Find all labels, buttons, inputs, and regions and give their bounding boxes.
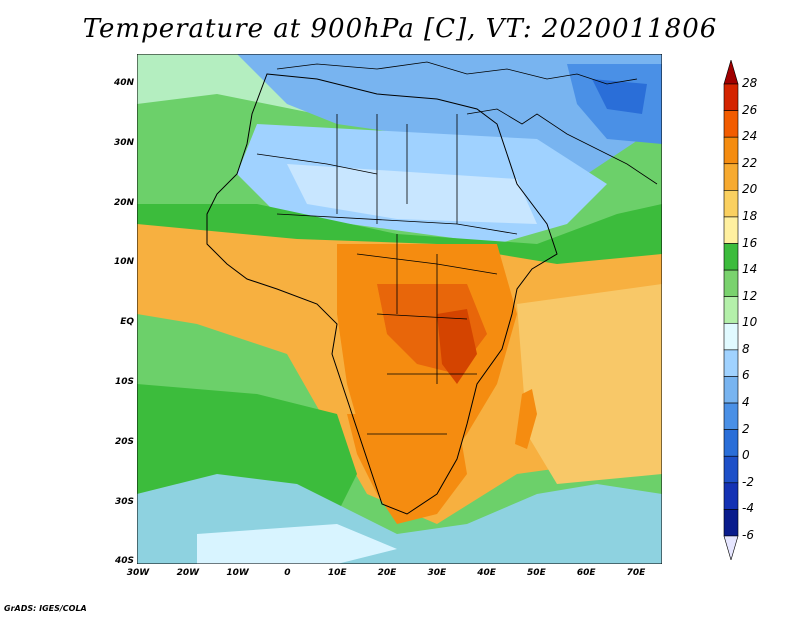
cold-core-deep <box>592 79 647 114</box>
colorbar-segment <box>723 509 739 537</box>
lat-label-30s: 30S <box>114 496 134 507</box>
lon-label-20w: 20W <box>176 568 200 578</box>
sahara-light <box>287 164 537 224</box>
lon-label-0: 0 <box>284 568 291 578</box>
lakes-hot-core <box>437 309 477 384</box>
colorbar-segment <box>723 322 739 351</box>
colorbar-segment <box>723 349 739 377</box>
colorbar-label: 0 <box>742 448 750 463</box>
colorbar-label: 20 <box>742 182 758 197</box>
southern-africa-field <box>347 414 467 524</box>
green-belt <box>137 204 662 274</box>
colorbar-segment <box>723 455 739 484</box>
north-coastlines <box>276 61 658 185</box>
colorbar-label: 22 <box>742 155 758 170</box>
lat-label-20n: 20N <box>113 197 134 208</box>
lat-label-30n: 30N <box>113 137 134 148</box>
lat-label-20s: 20S <box>114 436 134 447</box>
colorbar-label: -6 <box>742 528 754 542</box>
colorbar-segment <box>723 110 739 138</box>
lon-label-10e: 10E <box>327 568 347 578</box>
credit-text: GrADS: IGES/COLA <box>4 604 87 613</box>
temperature-map <box>137 54 662 564</box>
colorbar-segment <box>723 243 739 271</box>
colorbar-top-arrow <box>723 60 739 85</box>
colorbar-segment <box>723 136 739 165</box>
colorbar-segment <box>723 216 739 244</box>
colorbar-segment <box>723 163 739 191</box>
colorbar <box>723 60 739 560</box>
colorbar-segment <box>723 83 739 111</box>
mediterranean-field <box>237 54 662 174</box>
colorbar-label: -4 <box>742 501 754 516</box>
country-borders <box>256 114 518 435</box>
colorbar-label: -2 <box>742 474 754 489</box>
colorbar-segment <box>723 190 739 218</box>
colorbar-label: 4 <box>742 395 750 410</box>
colorbar-label: 26 <box>742 102 758 117</box>
colorbar-label: 28 <box>742 76 758 90</box>
colorbar-label: 10 <box>742 315 758 330</box>
colorbar-label: 6 <box>742 368 750 383</box>
lon-label-10w: 10W <box>226 568 249 578</box>
colorbar-segment <box>723 296 739 324</box>
lon-label-30w: 30W <box>126 568 150 578</box>
lon-label-40e: 40E <box>477 568 496 578</box>
colorbar-segment <box>723 482 739 510</box>
lat-label-10s: 10S <box>114 377 134 387</box>
lon-label-70e: 70E <box>626 568 646 578</box>
lat-label-40n: 40N <box>113 78 134 88</box>
lon-label-20e: 20E <box>377 568 397 578</box>
colorbar-bottom-arrow <box>723 535 739 560</box>
colorbar-label: 2 <box>742 421 750 436</box>
map-title: Temperature at 900hPa [C], VT: 202001180… <box>82 14 718 44</box>
lat-label-eq: EQ <box>120 317 134 328</box>
colorbar-segment <box>723 269 739 298</box>
colorbar-label: 14 <box>742 262 758 277</box>
colorbar-segment <box>723 376 739 404</box>
lon-label-50e: 50E <box>527 568 546 578</box>
madagascar <box>515 389 537 449</box>
lat-label-40s: 40S <box>114 556 134 567</box>
lat-label-10n: 10N <box>113 257 134 268</box>
southern-ocean-pale <box>197 524 397 564</box>
lon-label-60e: 60E <box>576 568 596 578</box>
colorbar-label: 16 <box>742 235 758 250</box>
colorbar-label: 24 <box>742 129 758 144</box>
africa-coastline <box>206 73 558 515</box>
colorbar-label: 8 <box>742 341 750 356</box>
indian-ocean-field <box>517 284 662 484</box>
lon-label-30e: 30E <box>427 568 447 578</box>
colorbar-segment <box>723 429 739 457</box>
colorbar-label: 18 <box>742 208 758 223</box>
colorbar-label: 12 <box>742 288 758 303</box>
colorbar-segment <box>723 402 739 430</box>
